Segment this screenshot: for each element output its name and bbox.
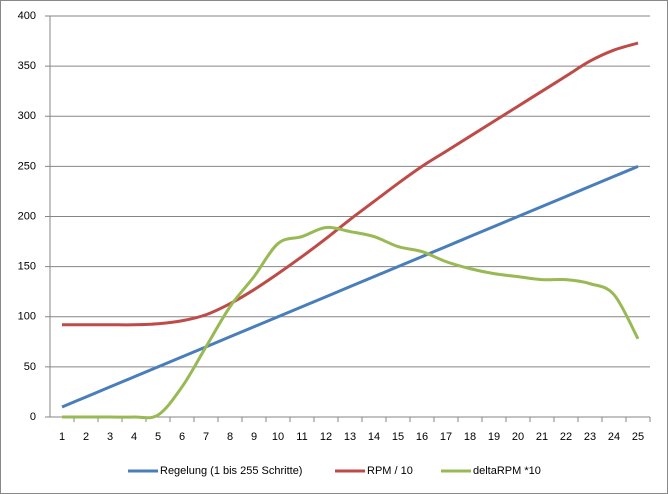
y-tick-label: 150 — [18, 261, 36, 273]
x-tick-label: 19 — [488, 431, 500, 443]
y-tick-label: 350 — [18, 60, 36, 72]
x-tick-label: 25 — [632, 431, 644, 443]
x-tick-label: 6 — [179, 431, 185, 443]
x-tick-label: 10 — [272, 431, 284, 443]
x-tick-label: 13 — [344, 431, 356, 443]
y-tick-label: 300 — [18, 110, 36, 122]
x-tick-label: 2 — [83, 431, 89, 443]
legend-label: RPM / 10 — [367, 465, 413, 477]
x-tick-label: 12 — [320, 431, 332, 443]
legend-label: deltaRPM *10 — [473, 465, 541, 477]
x-tick-label: 23 — [584, 431, 596, 443]
x-tick-label: 21 — [536, 431, 548, 443]
line-series — [61, 225, 640, 420]
x-tick-label: 3 — [107, 431, 113, 443]
line-series — [62, 41, 639, 327]
x-tick-label: 16 — [416, 431, 428, 443]
y-tick-label: 100 — [18, 311, 36, 323]
x-tick-label: 1 — [59, 431, 65, 443]
x-tick-label: 15 — [392, 431, 404, 443]
x-tick-label: 24 — [608, 431, 620, 443]
x-tick-label: 11 — [296, 431, 307, 443]
y-tick-label: 400 — [18, 10, 36, 22]
y-tick-label: 0 — [30, 411, 36, 423]
y-tick-label: 50 — [24, 361, 36, 373]
line-series — [61, 164, 639, 409]
x-tick-label: 17 — [440, 431, 452, 443]
x-tick-label: 7 — [203, 431, 209, 443]
y-tick-label: 200 — [18, 210, 36, 222]
x-tick-label: 8 — [227, 431, 233, 443]
y-tick-label: 250 — [18, 160, 36, 172]
x-tick-label: 4 — [131, 431, 137, 443]
x-tick-label: 20 — [512, 431, 524, 443]
x-tick-label: 14 — [368, 431, 380, 443]
x-tick-label: 22 — [560, 431, 572, 443]
x-tick-label: 9 — [251, 431, 257, 443]
x-tick-label: 5 — [155, 431, 161, 443]
x-tick-label: 18 — [464, 431, 476, 443]
legend-label: Regelung (1 bis 255 Schritte) — [160, 465, 302, 477]
